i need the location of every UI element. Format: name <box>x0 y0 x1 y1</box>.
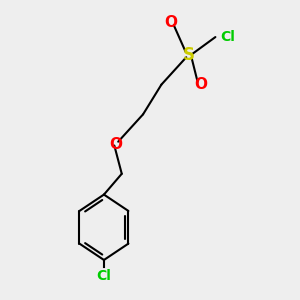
Text: Cl: Cl <box>220 30 235 44</box>
Text: S: S <box>183 46 195 64</box>
Text: O: O <box>164 15 177 30</box>
Text: O: O <box>109 136 122 152</box>
Text: Cl: Cl <box>97 269 111 283</box>
Text: O: O <box>194 77 207 92</box>
